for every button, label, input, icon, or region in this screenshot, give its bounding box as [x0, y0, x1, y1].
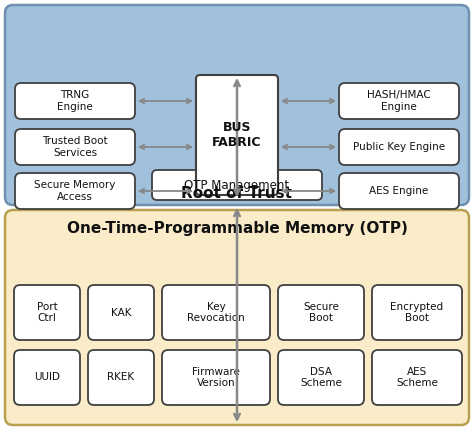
FancyBboxPatch shape — [162, 285, 270, 340]
Text: Secure Memory
Access: Secure Memory Access — [34, 180, 116, 202]
Text: Public Key Engine: Public Key Engine — [353, 142, 445, 152]
Text: Trusted Boot
Services: Trusted Boot Services — [42, 136, 108, 158]
Text: Root of Trust: Root of Trust — [182, 185, 292, 200]
Text: Key
Revocation: Key Revocation — [187, 302, 245, 323]
Text: One-Time-Programmable Memory (OTP): One-Time-Programmable Memory (OTP) — [66, 220, 408, 236]
FancyBboxPatch shape — [339, 129, 459, 165]
FancyBboxPatch shape — [372, 350, 462, 405]
Text: KAK: KAK — [111, 307, 131, 317]
Text: DSA
Scheme: DSA Scheme — [300, 367, 342, 388]
Text: RKEK: RKEK — [108, 372, 135, 382]
Text: TRNG
Engine: TRNG Engine — [57, 90, 93, 112]
Text: Firmware
Version: Firmware Version — [192, 367, 240, 388]
Text: Port
Ctrl: Port Ctrl — [36, 302, 57, 323]
FancyBboxPatch shape — [14, 285, 80, 340]
FancyBboxPatch shape — [196, 75, 278, 195]
FancyBboxPatch shape — [278, 350, 364, 405]
Text: AES Engine: AES Engine — [369, 186, 428, 196]
FancyBboxPatch shape — [372, 285, 462, 340]
Text: HASH/HMAC
Engine: HASH/HMAC Engine — [367, 90, 431, 112]
FancyBboxPatch shape — [162, 350, 270, 405]
Text: Encrypted
Boot: Encrypted Boot — [391, 302, 444, 323]
FancyBboxPatch shape — [152, 170, 322, 200]
FancyBboxPatch shape — [339, 83, 459, 119]
Text: Secure
Boot: Secure Boot — [303, 302, 339, 323]
FancyBboxPatch shape — [15, 83, 135, 119]
FancyBboxPatch shape — [339, 173, 459, 209]
FancyBboxPatch shape — [15, 129, 135, 165]
Text: OTP Management: OTP Management — [184, 178, 290, 191]
Text: UUID: UUID — [34, 372, 60, 382]
FancyBboxPatch shape — [88, 350, 154, 405]
FancyBboxPatch shape — [5, 5, 469, 205]
Text: BUS
FABRIC: BUS FABRIC — [212, 121, 262, 149]
FancyBboxPatch shape — [14, 350, 80, 405]
FancyBboxPatch shape — [15, 173, 135, 209]
FancyBboxPatch shape — [88, 285, 154, 340]
FancyBboxPatch shape — [278, 285, 364, 340]
Text: AES
Scheme: AES Scheme — [396, 367, 438, 388]
FancyBboxPatch shape — [5, 210, 469, 425]
